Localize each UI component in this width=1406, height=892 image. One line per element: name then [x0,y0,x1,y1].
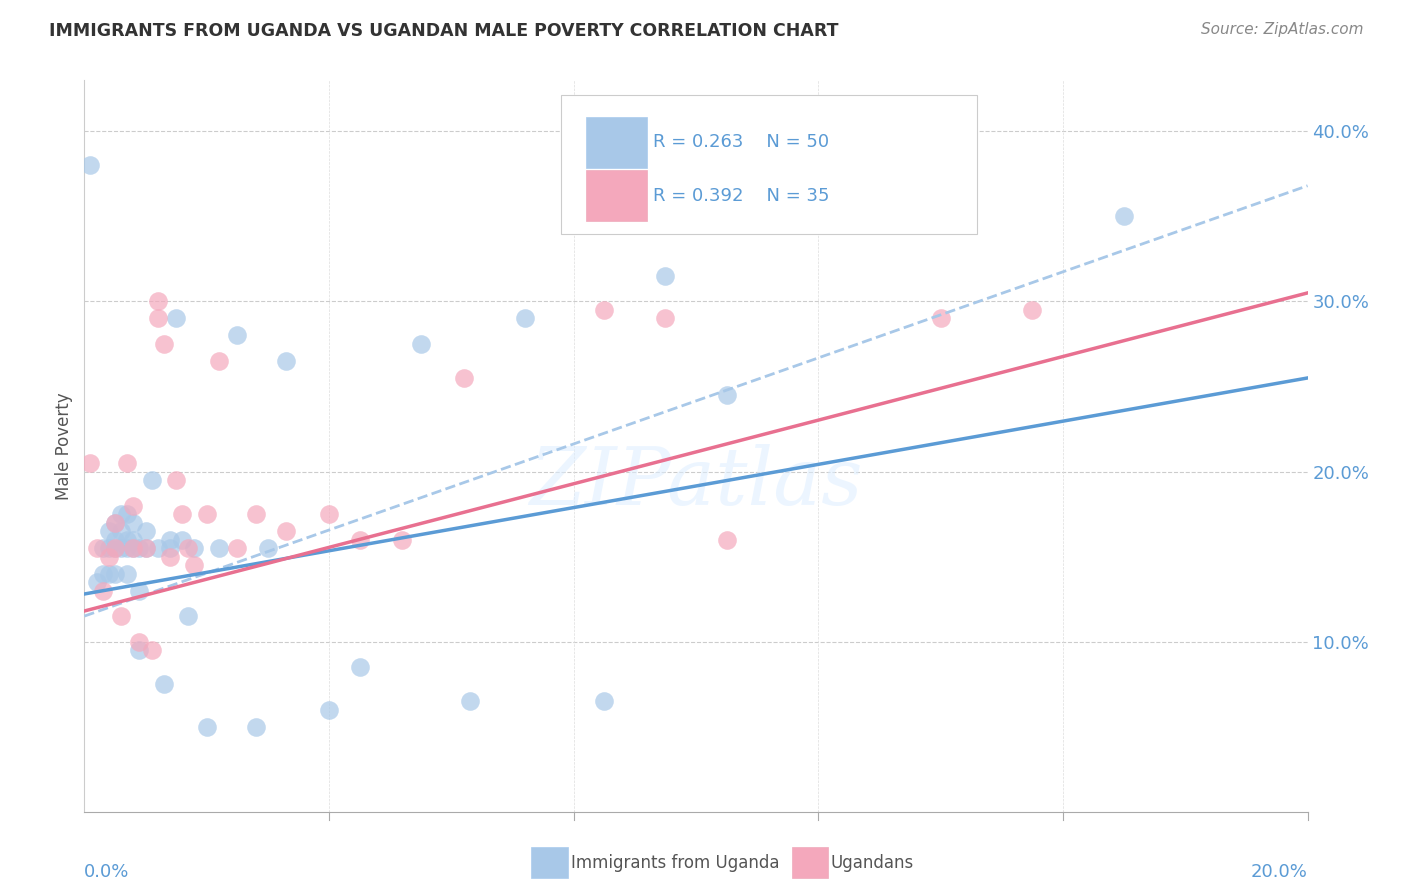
Point [349,533,371,547]
FancyBboxPatch shape [586,170,647,221]
Point [104,541,127,555]
Text: Ugandans: Ugandans [831,854,914,871]
Point [146,311,169,326]
Point [593,302,616,317]
Point [135,524,157,538]
Point [115,541,138,555]
Point [654,311,676,326]
Point [208,541,231,555]
Point [183,541,205,555]
Point [165,473,187,487]
Point [245,720,267,734]
Point [104,533,127,547]
Point [128,541,150,555]
Point [91,583,114,598]
Point [318,703,340,717]
Point [409,337,432,351]
Point [195,507,218,521]
Point [110,524,132,538]
Text: 20.0%: 20.0% [1251,863,1308,880]
Point [172,507,194,521]
Point [135,541,157,555]
Point [110,507,132,521]
Point [91,566,114,581]
Point [146,294,169,309]
Point [97,549,120,564]
Point [128,634,150,648]
Point [276,524,298,538]
Point [593,694,616,708]
Point [153,337,176,351]
Point [79,158,101,172]
Point [104,541,127,555]
Point [453,371,475,385]
Point [97,566,120,581]
Point [195,720,218,734]
Point [226,328,249,343]
Text: R = 0.263    N = 50: R = 0.263 N = 50 [654,134,830,152]
Point [122,541,145,555]
Point [122,533,145,547]
Point [115,566,138,581]
Point [91,541,114,555]
Point [104,516,127,530]
Point [122,499,145,513]
Point [79,456,101,470]
Point [135,541,157,555]
Text: 0.0%: 0.0% [84,863,129,880]
Text: R = 0.392    N = 35: R = 0.392 N = 35 [654,186,830,205]
Point [929,311,952,326]
Point [177,609,200,624]
Point [716,388,738,402]
Point [226,541,249,555]
Point [654,268,676,283]
Point [208,354,231,368]
Point [104,566,127,581]
Point [159,541,181,555]
Point [115,456,138,470]
Text: Source: ZipAtlas.com: Source: ZipAtlas.com [1201,22,1364,37]
Point [104,516,127,530]
FancyBboxPatch shape [586,117,647,168]
Point [391,533,413,547]
Point [115,533,138,547]
Point [177,541,200,555]
Point [1021,302,1043,317]
Point [172,533,194,547]
Point [349,660,371,674]
Point [458,694,481,708]
Point [86,575,108,590]
Point [146,541,169,555]
Point [318,507,340,521]
Point [153,677,176,691]
Point [257,541,280,555]
Point [716,533,738,547]
Text: ZIPatlas: ZIPatlas [529,444,863,521]
Point [86,541,108,555]
Point [1114,210,1136,224]
Point [165,311,187,326]
Point [513,311,536,326]
Point [276,354,298,368]
Text: IMMIGRANTS FROM UGANDA VS UGANDAN MALE POVERTY CORRELATION CHART: IMMIGRANTS FROM UGANDA VS UGANDAN MALE P… [49,22,839,40]
Point [183,558,205,572]
Point [128,643,150,657]
Point [141,473,163,487]
Point [128,583,150,598]
Point [97,524,120,538]
Y-axis label: Male Poverty: Male Poverty [55,392,73,500]
FancyBboxPatch shape [561,95,977,234]
Point [110,609,132,624]
Point [159,549,181,564]
Text: Immigrants from Uganda: Immigrants from Uganda [571,854,779,871]
Point [97,541,120,555]
Point [115,507,138,521]
Point [141,643,163,657]
Point [122,516,145,530]
Point [159,533,181,547]
Point [110,541,132,555]
Point [245,507,267,521]
Point [122,541,145,555]
